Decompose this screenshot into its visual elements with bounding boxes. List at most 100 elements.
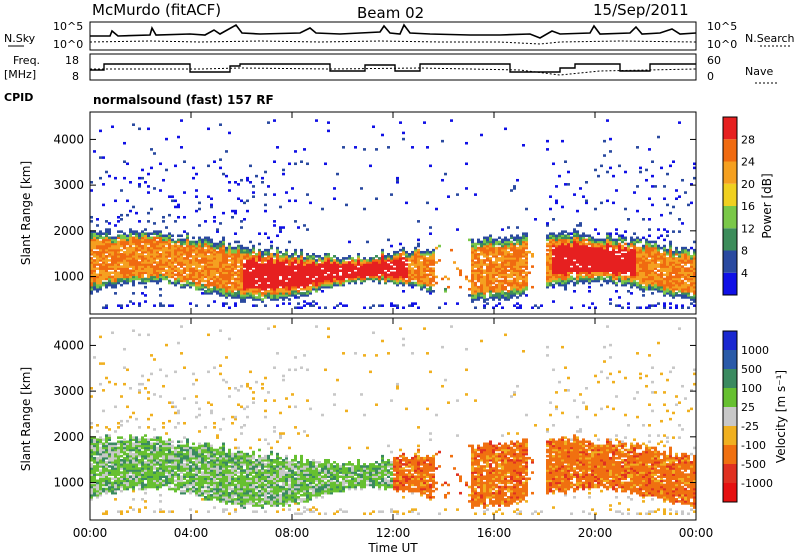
date-title: 15/Sep/2011 bbox=[593, 1, 689, 19]
power-cell bbox=[246, 210, 249, 213]
power-cell bbox=[222, 212, 225, 215]
power-cell bbox=[288, 302, 291, 305]
power-cell bbox=[327, 274, 330, 277]
power-cell bbox=[417, 243, 420, 246]
power-cell bbox=[267, 237, 270, 240]
power-cell bbox=[627, 243, 630, 246]
power-cell bbox=[684, 267, 687, 270]
power-cell bbox=[495, 239, 498, 242]
power-cell bbox=[171, 282, 174, 285]
power-cell bbox=[393, 251, 396, 254]
power-cell bbox=[156, 230, 159, 233]
power-cell bbox=[192, 241, 195, 244]
power-cell bbox=[303, 257, 306, 260]
power-cell bbox=[405, 202, 408, 205]
power-cell bbox=[129, 210, 132, 213]
velocity-cell bbox=[123, 348, 126, 351]
power-cell bbox=[213, 216, 216, 219]
power-cell bbox=[339, 276, 342, 279]
power-cell bbox=[258, 284, 261, 287]
power-cell bbox=[426, 274, 429, 277]
power-cell bbox=[627, 290, 630, 293]
nsky-tick-bottom: 10^0 bbox=[53, 38, 83, 51]
power-cell bbox=[99, 156, 102, 159]
power-cell bbox=[651, 185, 654, 188]
velocity-cell bbox=[108, 469, 111, 472]
power-cell bbox=[486, 263, 489, 266]
power-cell bbox=[507, 269, 510, 272]
power-cell bbox=[387, 239, 390, 242]
power-cell bbox=[678, 230, 681, 233]
velocity-cell bbox=[93, 457, 96, 460]
power-cell bbox=[189, 282, 192, 285]
velocity-cell bbox=[132, 443, 135, 446]
power-cell bbox=[606, 119, 609, 122]
velocity-cell bbox=[120, 490, 123, 493]
power-cell bbox=[588, 306, 591, 309]
power-cell bbox=[483, 304, 486, 307]
power-cell bbox=[195, 304, 198, 307]
power-cell bbox=[390, 245, 393, 248]
power-cell bbox=[501, 280, 504, 283]
power-cell bbox=[633, 232, 636, 235]
power-cell bbox=[264, 304, 267, 307]
velocity-cell bbox=[105, 434, 108, 437]
power-cell bbox=[597, 239, 600, 242]
power-cell bbox=[417, 306, 420, 309]
power-cell bbox=[615, 228, 618, 231]
power-cell bbox=[348, 241, 351, 244]
nave-trace bbox=[90, 68, 696, 75]
power-cell bbox=[183, 239, 186, 242]
power-cell bbox=[522, 276, 525, 279]
velocity-cell bbox=[105, 461, 108, 464]
power-cell bbox=[447, 286, 450, 289]
power-cell bbox=[306, 278, 309, 281]
power-cell bbox=[315, 278, 318, 281]
station-title: McMurdo (fitACF) bbox=[92, 1, 221, 19]
power-cell bbox=[129, 181, 132, 184]
velocity-cell bbox=[99, 362, 102, 365]
power-cell bbox=[483, 276, 486, 279]
power-cell bbox=[630, 237, 633, 240]
power-cell bbox=[138, 220, 141, 223]
power-cell bbox=[126, 247, 129, 250]
power-cell bbox=[120, 189, 123, 192]
power-cell bbox=[321, 208, 324, 211]
power-cell bbox=[321, 290, 324, 293]
power-cell bbox=[681, 247, 684, 250]
power-cell bbox=[657, 136, 660, 139]
power-cell bbox=[240, 200, 243, 203]
power-cell bbox=[444, 288, 447, 291]
power-cell bbox=[243, 247, 246, 250]
velocity-cell bbox=[102, 362, 105, 365]
velocity-cell bbox=[120, 459, 123, 462]
power-cell bbox=[669, 165, 672, 168]
power-cell bbox=[117, 304, 120, 307]
power-cell bbox=[144, 294, 147, 297]
power-cell bbox=[243, 263, 246, 266]
power-cell bbox=[561, 206, 564, 209]
power-cell bbox=[546, 140, 549, 143]
power-cell bbox=[690, 296, 693, 299]
power-cell bbox=[348, 261, 351, 264]
velocity-cell bbox=[111, 477, 114, 480]
power-cell bbox=[495, 247, 498, 250]
power-cell bbox=[102, 237, 105, 240]
power-cell bbox=[615, 251, 618, 254]
velocity-cell bbox=[129, 416, 132, 419]
power-cell bbox=[582, 276, 585, 279]
power-cell bbox=[402, 132, 405, 135]
power-cell bbox=[546, 234, 549, 237]
power-cell bbox=[294, 306, 297, 309]
power-cell bbox=[273, 119, 276, 122]
velocity-cell bbox=[105, 510, 108, 513]
power-cell bbox=[624, 243, 627, 246]
velocity-cell bbox=[138, 467, 141, 470]
power-cell bbox=[603, 239, 606, 242]
power-cell bbox=[318, 263, 321, 266]
velocity-cell bbox=[132, 453, 135, 456]
velocity-cell bbox=[108, 477, 111, 480]
power-cell bbox=[573, 278, 576, 281]
power-cell bbox=[234, 292, 237, 295]
power-cell bbox=[93, 251, 96, 254]
